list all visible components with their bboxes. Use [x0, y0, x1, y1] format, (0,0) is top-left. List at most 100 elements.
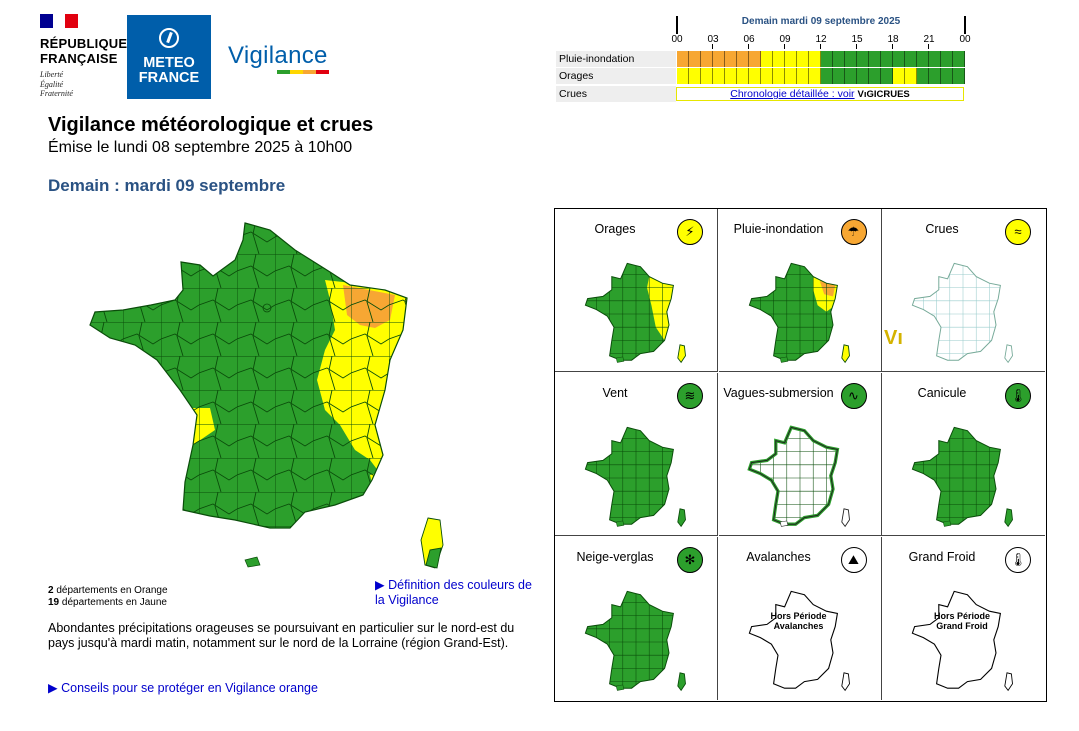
chronology-segment [797, 51, 809, 67]
mini-map[interactable] [735, 259, 865, 369]
off-season-line2: Avalanches [773, 621, 824, 631]
chronology-segment [737, 51, 749, 67]
chronology-segment [881, 51, 893, 67]
mini-map[interactable] [571, 259, 701, 369]
phenomena-grid: Orages ⚡ Pluie-inondation ☂ Crues ≈ Vı Vent ≋ Vag… [554, 208, 1047, 702]
chronology-segment [785, 68, 797, 84]
chronology-segment [845, 68, 857, 84]
orange-count-line: 2 départements en Orange [48, 585, 168, 597]
mini-map[interactable] [571, 587, 701, 697]
page-title: Vigilance météorologique et crues [48, 114, 374, 136]
chronology-segment [821, 51, 833, 67]
phenomenon-title: Orages [594, 222, 636, 236]
yellow-count-label: départements en Jaune [59, 597, 167, 608]
meteo-france-emblem-icon [159, 28, 179, 48]
chronology-segment [845, 51, 857, 67]
chronology-segment [953, 68, 965, 84]
mini-map[interactable] [898, 423, 1028, 533]
french-flag-icon [40, 14, 79, 28]
chronology-segment [725, 68, 737, 84]
issue-date: Émise le lundi 08 septembre 2025 à 10h00 [48, 139, 353, 156]
vigilance-color-bar [277, 70, 329, 74]
chronology-segment [773, 68, 785, 84]
yellow-count: 19 [48, 597, 60, 608]
hour-tick [964, 16, 966, 34]
hour-tick [928, 44, 929, 49]
republique-line2: FRANÇAISE [40, 51, 118, 66]
phenomenon-title: Avalanches [746, 550, 811, 564]
phenomenon-cell-orages[interactable]: Orages ⚡ [555, 209, 718, 372]
wave-icon: ∿ [840, 383, 867, 409]
mini-map[interactable] [735, 423, 865, 533]
chronology-row-label-crues: Crues [556, 86, 676, 102]
forecast-description: Abondantes précipitations orageuses se p… [48, 621, 515, 650]
yellow-count-line: 19 départements en Jaune [48, 597, 168, 609]
day-heading: Demain : mardi 09 septembre [48, 176, 286, 195]
chronology-segment [749, 68, 761, 84]
waves-icon: ≈ [1005, 219, 1031, 245]
chronology-segment [677, 51, 689, 67]
republique-line1: RÉPUBLIQUE [40, 36, 128, 51]
republique-motto: Liberté Égalité Fraternité [40, 70, 73, 99]
phenomenon-title: Crues [925, 222, 959, 236]
chronology-row-label-pluie: Pluie-inondation [556, 51, 676, 67]
motto-liberte: Liberté [40, 70, 64, 79]
vigicrues-logo[interactable]: VıGICRUES [857, 89, 910, 100]
hour-label: 00 [671, 34, 683, 45]
chronology-segment [893, 51, 905, 67]
chronology-row-label-orages: Orages [556, 68, 676, 84]
mini-map[interactable] [898, 259, 1028, 369]
meteo-line1: METEO [143, 55, 195, 71]
hour-tick [856, 44, 857, 49]
hour-tick [748, 44, 749, 49]
motto-fraternite: Fraternité [40, 89, 73, 98]
chronology-bar-orages[interactable] [677, 68, 965, 84]
hour-label: 12 [815, 34, 827, 45]
chronology-segment [869, 51, 881, 67]
phenomenon-title: Vagues-submersion [723, 386, 834, 400]
phenomenon-cell-green[interactable]: Canicule 🌡 [882, 373, 1045, 536]
phenomenon-cell-crues[interactable]: Crues ≈ Vı [882, 209, 1045, 372]
chronology-segment [833, 51, 845, 67]
chronology-segment [749, 51, 761, 67]
motto-egalite: Égalité [40, 79, 64, 89]
mini-map[interactable] [735, 587, 865, 697]
thermometer-icon: 🌡 [1005, 383, 1031, 409]
phenomenon-cell-off[interactable]: Avalanches ⛰ Hors Période Avalanches [719, 537, 882, 700]
phenomenon-title: Neige-verglas [576, 550, 654, 564]
hour-label: 18 [887, 34, 899, 45]
chronology-segment [773, 51, 785, 67]
chronology-segment [713, 51, 725, 67]
mini-map[interactable] [898, 587, 1028, 697]
phenomenon-cell-green[interactable]: Vent ≋ [555, 373, 718, 536]
meteo-france-logo[interactable]: METEO FRANCE [127, 15, 211, 99]
mini-map[interactable] [571, 423, 701, 533]
off-season-line2: Grand Froid [936, 621, 988, 631]
orange-advice-link[interactable]: ▶ Conseils pour se protéger en Vigilance… [48, 681, 318, 695]
chronology-crues-link[interactable]: Chronologie détaillée : voir [730, 88, 855, 100]
chronology-segment [701, 68, 713, 84]
phenomenon-cell-off[interactable]: Grand Froid 🌡 Hors Période Grand Froid [882, 537, 1045, 700]
orange-count: 2 [48, 585, 54, 596]
chronology-segment [737, 68, 749, 84]
hour-label: 06 [743, 34, 755, 45]
france-vigilance-map[interactable] [85, 220, 455, 580]
vigilance-logo[interactable]: Vigilance [228, 42, 328, 69]
hour-tick [676, 16, 678, 34]
chronology-segment [821, 68, 833, 84]
chronology-segment [713, 68, 725, 84]
avalanche-icon: ⛰ [840, 547, 867, 573]
phenomenon-cell-pluie[interactable]: Pluie-inondation ☂ [718, 209, 882, 372]
color-definition-link[interactable]: ▶ Définition des couleurs de la Vigilanc… [375, 578, 532, 607]
phenomenon-cell-vagues[interactable]: Vagues-submersion ∿ [718, 373, 882, 536]
chronology-crues-box: Chronologie détaillée : voir VıGICRUES [676, 87, 964, 101]
republique-title: RÉPUBLIQUE FRANÇAISE [40, 36, 127, 66]
chronology-segment [689, 51, 701, 67]
chronology-segment [701, 51, 713, 67]
chronology-segment [869, 68, 881, 84]
vigicrues-logo-icon: Vı [884, 327, 903, 349]
off-season-line1: Hors Période [933, 611, 991, 621]
chronology-bar-pluie[interactable] [677, 51, 965, 67]
phenomenon-cell-green[interactable]: Neige-verglas ✻ [555, 537, 718, 700]
chronology-segment [941, 68, 953, 84]
